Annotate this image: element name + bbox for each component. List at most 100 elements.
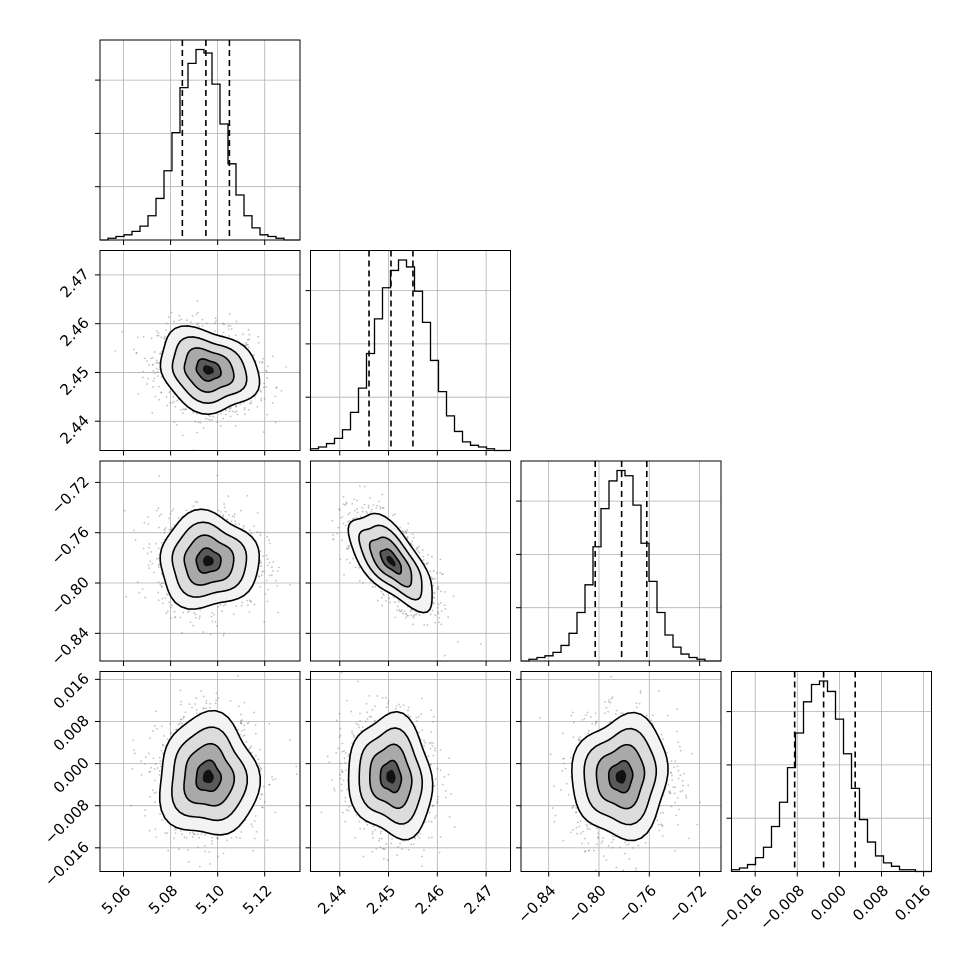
scatter-point [265,554,268,557]
scatter-point [660,823,663,826]
scatter-point [123,509,126,512]
scatter-point [382,594,385,597]
scatter-point [553,785,556,787]
scatter-point [434,621,437,624]
density-layer [539,671,701,872]
scatter-point [394,707,397,710]
scatter-point [658,829,661,832]
scatter-point [352,557,355,560]
scatter-point [216,474,219,477]
scatter-point [342,522,345,525]
scatter-point [436,802,439,805]
scatter-point [202,426,205,429]
scatter-point [366,717,369,720]
contour-lines [347,512,433,614]
scatter-point [162,744,165,747]
contour-line-2 [368,743,413,810]
scatter-point [427,755,430,758]
scatter-point [160,585,163,588]
scatter-point [243,729,246,731]
scatter-point [163,531,166,534]
scatter-point [430,763,432,766]
scatter-point [158,756,161,759]
scatter-point [370,715,372,718]
scatter-point [223,503,225,505]
scatter-point [235,320,238,323]
scatter-point [424,741,427,744]
scatter-point [222,417,225,420]
scatter-point [181,722,184,725]
scatter-point [452,595,455,598]
scatter-point [196,412,198,415]
scatter-point [346,699,348,702]
scatter-point [198,617,201,620]
scatter-point [155,836,158,839]
scatter-point [248,402,251,405]
scatter-point [363,828,366,830]
contour-line-2 [368,536,413,588]
scatter-point [211,836,214,839]
scatter-point [674,850,677,852]
scatter-point [392,514,395,517]
scatter-point [180,700,182,703]
scatter-point [432,578,435,580]
scatter-point [425,563,428,566]
scatter-point [252,849,254,852]
scatter-point [661,825,664,828]
density-fill [348,513,433,612]
scatter-point [404,530,407,533]
scatter-point [668,790,670,793]
scatter-point [153,768,156,770]
scatter-point [679,774,682,777]
scatter-point [431,555,433,558]
scatter-point [209,706,211,709]
scatter-point [401,612,404,615]
scatter-point [439,601,442,604]
scatter-point [661,738,664,740]
scatter-point [216,836,219,839]
scatter-point [358,579,361,582]
contour-lines [158,709,262,836]
scatter-point [169,722,172,725]
scatter-point [572,804,575,807]
scatter-point [158,769,161,772]
scatter-point [142,335,145,338]
scatter-point [177,723,180,726]
scatter-point [572,828,574,831]
scatter-point [260,574,263,577]
scatter-point [426,624,429,626]
scatter-point [160,541,163,544]
scatter-point [431,745,434,747]
scatter-point [434,614,437,617]
scatter-point [137,393,140,395]
scatter-point [430,836,433,839]
scatter-point [393,513,396,516]
scatter-point [368,694,371,697]
scatter-point [262,357,265,360]
scatter-point [572,805,574,808]
scatter-point [248,529,251,531]
scatter-point [669,790,671,793]
scatter-point [437,610,440,613]
density-layer [123,474,291,637]
scatter-point [588,849,591,852]
scatter-point [572,721,575,724]
scatter-point [666,751,668,754]
scatter-point [339,727,342,730]
scatter-point [157,334,160,337]
scatter-point [380,830,383,833]
scatter-point [146,516,149,519]
scatter-point [199,609,202,611]
scatter-point [264,800,266,803]
scatter-point [228,514,230,516]
scatter-point [226,839,229,842]
scatter-point [687,837,690,840]
scatter-point [153,779,156,782]
scatter-point [157,591,160,594]
scatter-point [353,498,356,501]
contour-line-2 [183,347,235,393]
scatter-point [357,680,359,683]
histogram-step-3 [521,469,721,662]
scatter-point [371,586,374,588]
scatter-point [168,391,171,394]
